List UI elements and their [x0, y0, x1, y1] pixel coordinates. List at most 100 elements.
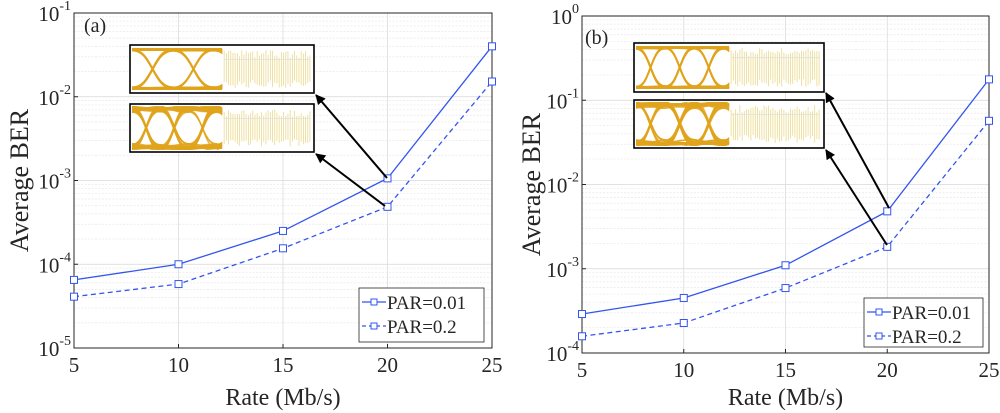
eye-trace [636, 139, 730, 146]
data-point [70, 275, 78, 284]
y-tick-base: 10 [546, 174, 567, 198]
eye-trace [636, 103, 730, 144]
y-axis-label: Average BER [517, 112, 546, 256]
data-point [383, 202, 392, 211]
data-point [279, 226, 287, 235]
waveform-pattern [223, 50, 311, 88]
annotation-arrow [825, 92, 890, 209]
series-line [581, 120, 990, 337]
x-tick-label: 10 [168, 353, 189, 377]
eye-bottom-rail [132, 146, 223, 149]
y-tick-exponent: -2 [567, 171, 579, 186]
y-tick-base: 10 [38, 2, 59, 26]
x-tick-label: 10 [673, 358, 694, 382]
series-par-0-01 [578, 75, 993, 319]
data-point [383, 174, 392, 183]
data-point [578, 310, 586, 319]
eye-top-rail [636, 103, 730, 106]
eye-pattern [636, 46, 730, 89]
data-point [883, 207, 892, 216]
legend-marker [370, 322, 378, 330]
data-point [488, 42, 496, 51]
data-point [174, 280, 183, 289]
y-tick-label: 10-2 [38, 83, 71, 110]
y-tick-exponent: 0 [572, 2, 579, 17]
waveform-pattern [730, 48, 820, 87]
x-tick-label: 25 [482, 353, 503, 377]
legend-label: PAR=0.01 [892, 303, 971, 324]
eye-pattern [132, 106, 223, 150]
data-point [174, 260, 183, 269]
inset-border [633, 99, 825, 149]
y-tick-exponent: -3 [59, 167, 71, 182]
data-point [488, 77, 496, 86]
y-tick-exponent: -4 [567, 339, 579, 354]
x-tick-label: 5 [69, 353, 80, 377]
y-tick-label: 10-3 [546, 255, 579, 282]
legend: PAR=0.01 PAR=0.2 [358, 287, 485, 343]
legend-marker [370, 298, 378, 306]
y-tick-exponent: -5 [59, 334, 71, 349]
data-point [985, 116, 993, 125]
data-point [70, 292, 78, 301]
y-axis-label: Average BER [5, 108, 34, 252]
eye-diagram-inset [633, 42, 825, 93]
x-tick-label: 20 [377, 353, 398, 377]
panel-label: (a) [84, 15, 106, 37]
y-tick-exponent: -2 [59, 83, 71, 98]
waveform-pattern [730, 105, 820, 143]
panel-label: (b) [585, 27, 608, 49]
y-tick-base: 10 [551, 5, 572, 29]
y-tick-label: 10-1 [546, 86, 579, 113]
x-axis-label: Rate (Mb/s) [728, 385, 843, 411]
inset-border [633, 42, 825, 93]
series-par-0-01 [70, 42, 496, 284]
y-tick-base: 10 [38, 253, 59, 277]
data-point [279, 244, 287, 253]
eye-trace [132, 106, 223, 147]
eye-diagram-inset [129, 103, 315, 153]
data-point [883, 242, 892, 251]
x-tick-label: 25 [979, 358, 1000, 382]
legend-label: PAR=0.2 [387, 317, 457, 338]
y-tick-label: 10-3 [38, 167, 71, 194]
legend-marker [875, 332, 883, 340]
annotation-arrow [825, 149, 888, 246]
data-point [985, 75, 993, 84]
eye-trace [132, 108, 223, 149]
annotation-arrow [315, 94, 388, 179]
y-tick-base: 10 [38, 86, 59, 110]
y-tick-label: 10-5 [38, 334, 71, 361]
x-tick-label: 20 [877, 358, 898, 382]
y-tick-label: 100 [551, 2, 579, 29]
y-tick-exponent: -3 [567, 255, 579, 270]
eye-trace [636, 102, 730, 142]
eye-diagram-inset [633, 99, 825, 149]
data-point [578, 332, 586, 341]
x-tick-label: 15 [775, 358, 796, 382]
eye-bottom-rail [636, 86, 730, 89]
data-point [679, 293, 688, 302]
legend-box [358, 287, 485, 343]
annotation-arrow [315, 153, 386, 207]
y-tick-base: 10 [546, 258, 567, 282]
legend-label: PAR=0.2 [892, 327, 962, 348]
series-par-0-2 [578, 116, 993, 341]
y-tick-base: 10 [38, 170, 59, 194]
data-point [781, 284, 790, 293]
series-par-0-2 [70, 77, 496, 301]
eye-pattern [636, 102, 730, 146]
legend: PAR=0.01 PAR=0.2 [863, 297, 984, 348]
y-tick-label: 10-4 [546, 339, 579, 366]
y-tick-exponent: -1 [59, 0, 71, 14]
x-tick-label: 5 [577, 358, 588, 382]
y-tick-base: 10 [546, 89, 567, 113]
inset-border [129, 103, 315, 153]
eye-pattern [132, 48, 223, 90]
waveform-pattern [223, 109, 311, 147]
eye-bottom-rail [132, 87, 223, 90]
eye-bottom-rail [636, 142, 730, 145]
